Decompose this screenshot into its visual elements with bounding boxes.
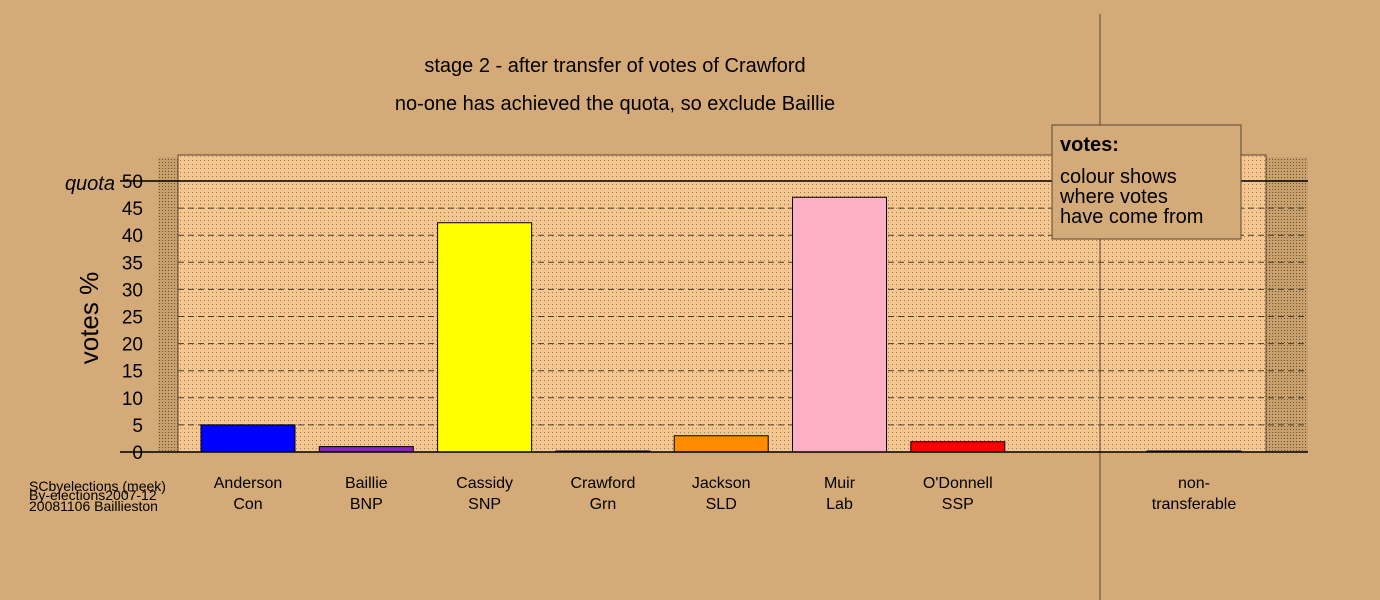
category-name-label: Muir [824,475,856,492]
bar-jackson [673,435,769,453]
category-party-label: Con [233,496,262,513]
y-tick-label: 35 [122,253,143,274]
legend-line-2: where votes [1059,186,1168,208]
bar-cassidy [437,222,533,453]
nontransferable-label-1: non- [1178,475,1210,492]
chart-subtitle: no-one has achieved the quota, so exclud… [395,93,835,115]
credit-line-3: 20081106 Baillieston [29,498,158,514]
category-party-label: Grn [590,496,617,513]
y-tick-label: 0 [132,443,143,464]
credit-line-1: SCbyelections (meek) [29,478,166,494]
bar-anderson [200,424,296,453]
y-tick-label: 30 [122,280,143,301]
bar-baillie [318,446,414,453]
y-tick-label: 5 [132,416,143,437]
x-axis-labels: Anderson Con Baillie BNP Cassidy SNP Crawford G… [214,475,1237,513]
legend: votes: colour shows where votes have com… [1051,124,1242,240]
category-party-label: Lab [826,496,853,513]
y-axis-label: votes % [74,272,104,365]
bars [200,196,1242,453]
category-party-label: BNP [350,496,383,513]
credit: SCbyelections (meek) By-elections2007-12… [29,478,166,514]
legend-line-1: colour shows [1060,166,1177,188]
category-party-label: SLD [706,496,737,513]
category-party-label: SSP [942,496,974,513]
quota-label: quota [65,173,115,195]
category-name-label: Crawford [570,475,635,492]
legend-line-3: have come from [1060,206,1203,228]
y-tick-label: 25 [122,308,143,329]
chart-title: stage 2 - after transfer of votes of Cra… [424,55,805,77]
y-tick-label: 50 [122,172,143,193]
category-name-label: O'Donnell [923,475,993,492]
y-axis-ticks: 0 5 10 15 20 25 30 35 40 45 50 [122,172,143,464]
y-tick-label: 15 [122,362,143,383]
bar-odonnell [910,441,1006,453]
category-party-label: SNP [468,496,501,513]
credit-line-2: By-elections2007-12 [29,487,157,503]
category-name-label: Cassidy [456,475,513,492]
category-name-label: Anderson [214,475,283,492]
nontransferable-label-2: transferable [1152,496,1237,513]
category-name-label: Jackson [692,475,751,492]
y-tick-label: 45 [122,199,143,220]
legend-title: votes: [1060,134,1119,156]
category-name-label: Baillie [345,475,388,492]
y-tick-label: 40 [122,226,143,247]
y-tick-label: 20 [122,335,143,356]
y-tick-label: 10 [122,389,143,410]
bar-muir [792,196,887,453]
legend-box [1051,124,1242,240]
